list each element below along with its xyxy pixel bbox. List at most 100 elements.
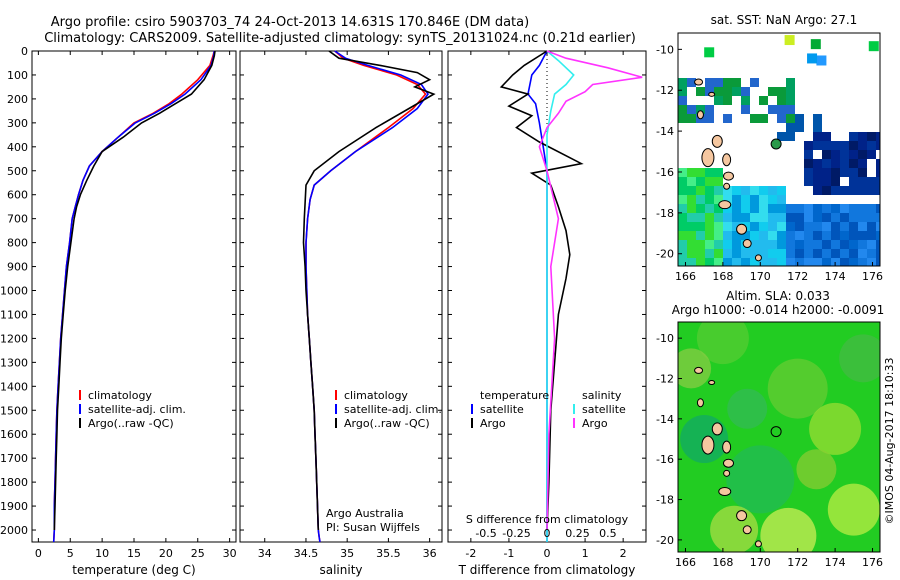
sst-cell [786,114,795,123]
sst-cell [840,186,849,195]
sst-cell [795,231,804,240]
sst-cell [741,204,750,213]
island [708,380,716,386]
sst-cell [705,213,714,222]
sla-patch [827,483,880,536]
sst-cell [822,132,831,141]
sst-cell [759,222,768,231]
sst-cell [786,258,795,266]
sst-cell [777,132,786,141]
sst-cell [831,240,840,249]
argo-position-marker [770,426,782,438]
sst-cell [876,258,880,266]
sst-cell [858,204,867,213]
sst-cell [678,168,687,177]
sst-cell [849,159,858,168]
series-line [53,50,216,531]
difference-panel: -2 -1 0 1 2 T difference from climatology temp… [447,50,647,577]
x-tick-label: 34 [258,547,272,560]
sst-cell [777,105,786,114]
sst-cell [705,168,714,177]
sst-cell [732,87,741,96]
sst-cell [831,231,840,240]
x-tick-label: 10 [95,547,109,560]
map-y-tick-label: -12 [656,372,674,385]
y-tick-label: 1700 [0,452,28,465]
sst-cell [705,204,714,213]
sst-cell [813,231,822,240]
sst-cell [705,87,714,96]
x-tick-label: 36 [423,547,437,560]
sst-cell [732,204,741,213]
sst-cell [858,168,867,177]
x-tick-label: 30 [223,547,237,560]
sst-cell [786,204,795,213]
sst-cell [696,249,705,258]
sst-cell [867,186,876,195]
sst-cell [768,258,777,266]
sst-cell [777,114,786,123]
sst-cell [816,55,827,66]
sst-cell [849,231,858,240]
sst-cell [777,213,786,222]
sst-cell [687,186,696,195]
sst-cell [795,213,804,222]
sst-cell [849,213,858,222]
y-tick-label: 1000 [0,285,28,298]
map-y-tick-label: -16 [656,453,674,466]
sst-cell [804,177,813,186]
sst-cell [678,249,687,258]
sst-cell [784,35,795,46]
sst-cell [876,141,880,150]
sla-patch [760,507,817,552]
sst-cell [750,78,759,87]
sst-cell [840,240,849,249]
sst-cell [840,231,849,240]
y-tick-label: 500 [7,165,28,178]
sst-cell [750,195,759,204]
island [754,254,762,262]
sst-cell [741,195,750,204]
sst-cell [696,258,705,266]
island [723,171,734,181]
sst-cell [804,141,813,150]
sst-cell [858,150,867,159]
island [694,78,704,86]
sst-cell [687,204,696,213]
sst-cell [732,258,741,266]
sst-cell [759,96,768,105]
sst-cell [759,195,768,204]
sst-cell [723,87,732,96]
sst-cell [714,213,723,222]
sst-cell [678,177,687,186]
sst-cell [813,240,822,249]
sst-cell [759,240,768,249]
map-x-tick-label: 176 [862,270,883,283]
sst-cell [813,186,822,195]
sst-cell [741,249,750,258]
sst-cell [822,168,831,177]
sst-cell [777,249,786,258]
sst-cell [804,249,813,258]
sst-cell [768,222,777,231]
sst-cell [840,159,849,168]
island [696,398,704,408]
x-axis-label: T difference from climatology [458,563,636,577]
sst-cell [867,222,876,231]
sst-cell [849,249,858,258]
sst-cell [732,186,741,195]
y-tick-label: 100 [7,69,28,82]
sst-cell [696,168,705,177]
sst-cell [849,204,858,213]
x-tick-label: 35.5 [376,547,401,560]
sst-cell [822,222,831,231]
sst-cell [858,177,867,186]
sst-cell [768,231,777,240]
sst-cell [813,114,822,123]
credit-argo: Argo Australia [326,507,404,520]
sst-cell [750,222,759,231]
sst-cell [876,204,880,213]
sst-cell [876,231,880,240]
sst-cell [741,258,750,266]
y-tick-label: 900 [7,261,28,274]
